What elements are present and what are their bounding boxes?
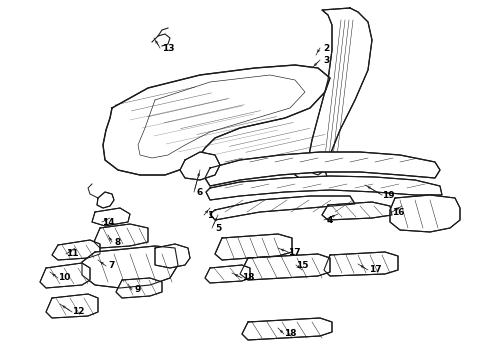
Polygon shape [322, 202, 392, 220]
Text: 8: 8 [115, 238, 121, 247]
Polygon shape [92, 208, 130, 226]
Polygon shape [324, 252, 398, 276]
Text: 4: 4 [327, 216, 333, 225]
Text: 9: 9 [135, 285, 141, 294]
Polygon shape [94, 224, 148, 248]
Text: 1: 1 [207, 211, 213, 220]
Polygon shape [390, 195, 460, 232]
Polygon shape [205, 152, 440, 186]
Text: 12: 12 [72, 307, 84, 316]
Polygon shape [240, 254, 330, 280]
Text: 18: 18 [284, 329, 296, 338]
Text: 5: 5 [215, 224, 221, 233]
Polygon shape [308, 8, 372, 175]
Polygon shape [205, 265, 250, 283]
Polygon shape [103, 65, 330, 175]
Polygon shape [97, 192, 114, 208]
Text: 14: 14 [102, 217, 114, 226]
Text: 3: 3 [323, 55, 329, 64]
Polygon shape [155, 244, 190, 268]
Polygon shape [40, 263, 90, 288]
Text: 13: 13 [162, 44, 174, 53]
Text: 6: 6 [197, 188, 203, 197]
Text: 2: 2 [323, 44, 329, 53]
Text: 15: 15 [296, 261, 308, 270]
Text: 17: 17 [288, 248, 300, 257]
Polygon shape [206, 176, 442, 200]
Polygon shape [52, 240, 100, 260]
Polygon shape [295, 160, 328, 185]
Text: 17: 17 [368, 266, 381, 274]
Text: 18: 18 [242, 274, 254, 283]
Polygon shape [46, 294, 98, 318]
Polygon shape [242, 318, 332, 340]
Text: 16: 16 [392, 207, 404, 216]
Text: 10: 10 [58, 274, 70, 283]
Text: 11: 11 [66, 249, 78, 258]
Polygon shape [215, 234, 292, 260]
Text: 19: 19 [382, 190, 394, 199]
Polygon shape [116, 278, 162, 298]
Polygon shape [210, 196, 355, 220]
Polygon shape [180, 152, 220, 180]
Text: 7: 7 [109, 261, 115, 270]
Polygon shape [82, 246, 178, 288]
